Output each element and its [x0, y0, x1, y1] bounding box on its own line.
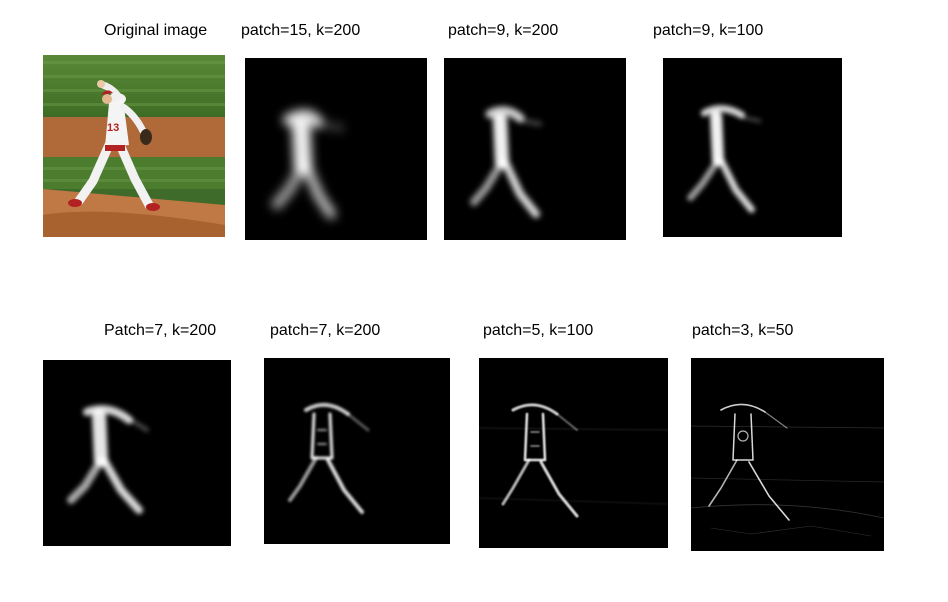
- saliency-map-patch9-k100: [663, 58, 842, 237]
- caption-patch3-k50: patch=3, k=50: [692, 322, 794, 339]
- saliency-map-patch15-k200: [245, 58, 427, 240]
- caption-patch9-k200: patch=9, k=200: [448, 22, 559, 39]
- saliency-map-patch9-k200: [444, 58, 626, 240]
- caption-patch15-k200: patch=15, k=200: [241, 22, 361, 39]
- saliency-map-patch5-k100: [479, 358, 668, 548]
- original-image: 13: [43, 55, 225, 237]
- caption-patch5-k100: patch=5, k=100: [483, 322, 594, 339]
- saliency-map-patch7-k200-b: [264, 358, 450, 544]
- svg-text:13: 13: [107, 122, 119, 134]
- saliency-map-patch3-k50: [691, 358, 884, 551]
- caption-original-image: Original image: [104, 22, 208, 39]
- caption-patch9-k100: patch=9, k=100: [653, 22, 764, 39]
- pitcher-photo: 13: [43, 55, 225, 237]
- caption-patch7-k200-b: patch=7, k=200: [270, 322, 381, 339]
- caption-patch7-k200-a: Patch=7, k=200: [104, 322, 217, 339]
- saliency-map-patch7-k200-a: [43, 360, 231, 546]
